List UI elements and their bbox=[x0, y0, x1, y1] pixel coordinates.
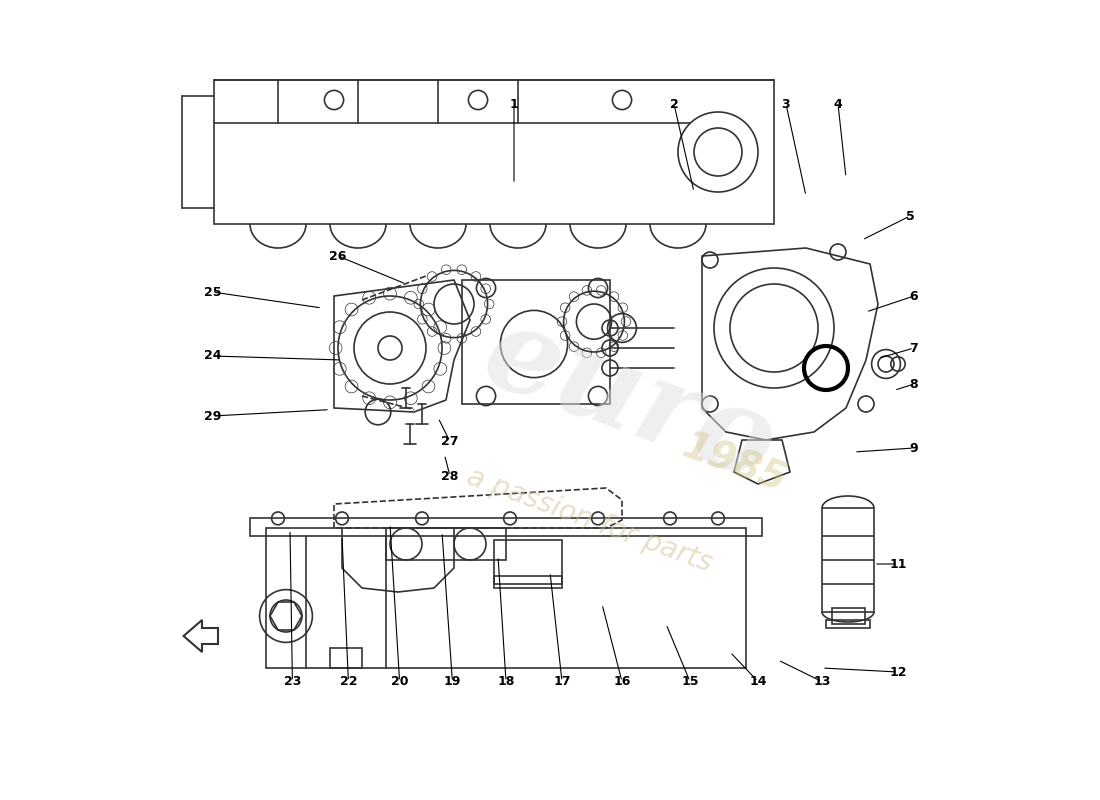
Text: 20: 20 bbox=[390, 675, 408, 688]
Text: 29: 29 bbox=[204, 410, 221, 422]
Bar bbox=[330, 648, 362, 668]
Bar bbox=[832, 608, 866, 624]
Text: 17: 17 bbox=[553, 675, 571, 688]
Bar bbox=[214, 80, 774, 224]
Text: euro: euro bbox=[469, 294, 791, 506]
Bar bbox=[494, 540, 562, 588]
Text: 4: 4 bbox=[834, 98, 843, 110]
Bar bbox=[494, 576, 562, 584]
Text: 19: 19 bbox=[443, 675, 461, 688]
Text: 7: 7 bbox=[910, 342, 918, 354]
Text: a passion for parts: a passion for parts bbox=[463, 462, 716, 578]
Text: 5: 5 bbox=[905, 210, 914, 222]
Text: 22: 22 bbox=[340, 675, 358, 688]
Text: 28: 28 bbox=[441, 470, 459, 482]
Text: 16: 16 bbox=[614, 675, 630, 688]
Text: 18: 18 bbox=[497, 675, 515, 688]
Text: 11: 11 bbox=[889, 558, 906, 570]
Bar bbox=[826, 620, 870, 628]
Text: 9: 9 bbox=[910, 442, 918, 454]
Text: 13: 13 bbox=[813, 675, 830, 688]
Text: 24: 24 bbox=[204, 350, 221, 362]
Bar bbox=[266, 528, 746, 668]
Bar bbox=[822, 508, 875, 612]
Text: 1: 1 bbox=[509, 98, 518, 110]
Text: 6: 6 bbox=[910, 290, 918, 302]
Bar bbox=[386, 528, 506, 560]
Text: 1985: 1985 bbox=[676, 428, 791, 500]
Bar bbox=[250, 518, 762, 536]
Text: 27: 27 bbox=[441, 435, 459, 448]
Text: 26: 26 bbox=[329, 250, 346, 262]
Text: 14: 14 bbox=[749, 675, 767, 688]
Bar bbox=[462, 280, 610, 404]
Text: 3: 3 bbox=[782, 98, 790, 110]
Text: 8: 8 bbox=[910, 378, 918, 390]
Text: 25: 25 bbox=[204, 286, 221, 298]
Text: 12: 12 bbox=[889, 666, 906, 678]
Text: 23: 23 bbox=[284, 675, 301, 688]
Text: 15: 15 bbox=[681, 675, 698, 688]
Text: 2: 2 bbox=[670, 98, 679, 110]
